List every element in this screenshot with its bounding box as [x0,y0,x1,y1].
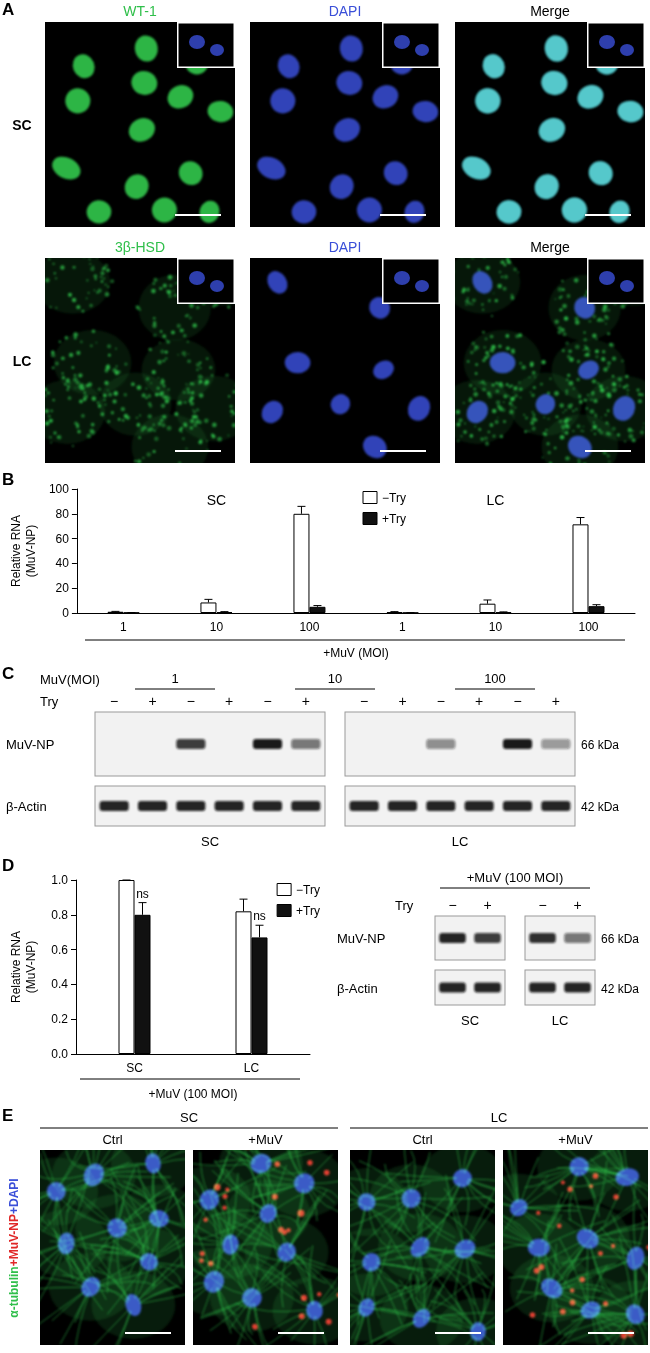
svg-text:0.4: 0.4 [51,977,68,991]
svg-text:0.6: 0.6 [51,943,68,957]
svg-text:Try: Try [40,694,59,709]
svg-text:Relative RNA: Relative RNA [9,931,23,1003]
svg-text:1: 1 [120,620,127,634]
svg-text:LC: LC [244,1061,260,1075]
svg-text:−: − [360,693,368,709]
svg-text:−: − [513,693,521,709]
svg-text:1: 1 [171,671,178,686]
svg-text:0.2: 0.2 [51,1012,68,1026]
svg-text:+MuV (100 MOI): +MuV (100 MOI) [467,870,563,885]
svg-text:3β-HSD: 3β-HSD [115,239,165,255]
svg-text:42 kDa: 42 kDa [601,982,639,996]
svg-text:−Try: −Try [296,883,320,897]
svg-text:Ctrl: Ctrl [102,1132,122,1147]
svg-text:(MuV-NP): (MuV-NP) [24,525,38,578]
svg-text:0: 0 [62,606,69,620]
svg-text:SC: SC [12,117,31,133]
svg-text:42 kDa: 42 kDa [581,800,619,814]
svg-text:−: − [110,693,118,709]
svg-text:0.0: 0.0 [51,1047,68,1061]
svg-text:Ctrl: Ctrl [412,1132,432,1147]
html-text:A: A [2,0,15,19]
svg-text:LC: LC [487,492,505,508]
svg-text:10: 10 [328,671,342,686]
svg-text:DAPI: DAPI [329,3,362,19]
svg-text:66 kDa: 66 kDa [581,738,619,752]
svg-text:−: − [437,693,445,709]
svg-text:80: 80 [56,507,70,521]
svg-text:LC: LC [13,353,32,369]
svg-text:+: + [552,693,560,709]
svg-text:−: − [187,693,195,709]
svg-text:DAPI: DAPI [329,239,362,255]
svg-text:100: 100 [484,671,506,686]
svg-text:MuV(MOI): MuV(MOI) [40,672,100,687]
svg-text:MuV-NP: MuV-NP [337,931,385,946]
svg-text:SC: SC [126,1061,143,1075]
svg-text:1.0: 1.0 [51,873,68,887]
svg-text:LC: LC [452,834,469,849]
html-text:D: D [2,856,15,875]
svg-text:1: 1 [399,620,406,634]
html-text:E: E [2,1106,14,1125]
svg-text:LC: LC [491,1110,508,1125]
svg-text:SC: SC [207,492,226,508]
svg-text:40: 40 [56,556,70,570]
svg-text:+: + [302,693,310,709]
svg-text:−Try: −Try [382,491,406,505]
svg-text:100: 100 [578,620,598,634]
svg-text:SC: SC [180,1110,198,1125]
svg-text:+: + [573,897,581,913]
svg-text:SC: SC [201,834,219,849]
svg-text:Merge: Merge [530,239,570,255]
svg-text:100: 100 [49,482,69,496]
svg-text:60: 60 [56,532,70,546]
html-text:B: B [2,470,15,489]
svg-text:α-tubulin+MuV-NP+DAPI: α-tubulin+MuV-NP+DAPI [7,1178,21,1317]
svg-text:+: + [398,693,406,709]
svg-text:(MuV-NP): (MuV-NP) [24,941,38,994]
svg-text:ns: ns [136,887,149,901]
html-text:C: C [2,664,15,683]
svg-text:+Try: +Try [382,512,406,526]
svg-text:+MuV: +MuV [558,1132,593,1147]
svg-text:ns: ns [253,909,266,923]
svg-text:66 kDa: 66 kDa [601,932,639,946]
svg-text:+Try: +Try [296,904,320,918]
svg-text:+MuV (MOI): +MuV (MOI) [323,646,389,660]
svg-text:+: + [475,693,483,709]
svg-text:β-Actin: β-Actin [337,981,378,996]
svg-text:10: 10 [210,620,224,634]
svg-text:MuV-NP: MuV-NP [6,737,54,752]
svg-text:Relative RNA: Relative RNA [9,515,23,587]
svg-text:Merge: Merge [530,3,570,19]
svg-text:Try: Try [395,898,414,913]
svg-text:+: + [483,897,491,913]
svg-text:0.8: 0.8 [51,908,68,922]
svg-text:WT-1: WT-1 [123,3,157,19]
svg-text:+MuV: +MuV [248,1132,283,1147]
svg-text:LC: LC [552,1013,569,1028]
svg-text:−: − [448,897,456,913]
svg-text:20: 20 [56,581,70,595]
svg-text:SC: SC [461,1013,479,1028]
svg-text:+: + [225,693,233,709]
svg-text:+MuV (100 MOI): +MuV (100 MOI) [148,1087,237,1101]
svg-text:β-Actin: β-Actin [6,799,47,814]
svg-text:+: + [148,693,156,709]
svg-text:−: − [263,693,271,709]
svg-text:100: 100 [299,620,319,634]
svg-text:−: − [538,897,546,913]
svg-text:10: 10 [489,620,503,634]
